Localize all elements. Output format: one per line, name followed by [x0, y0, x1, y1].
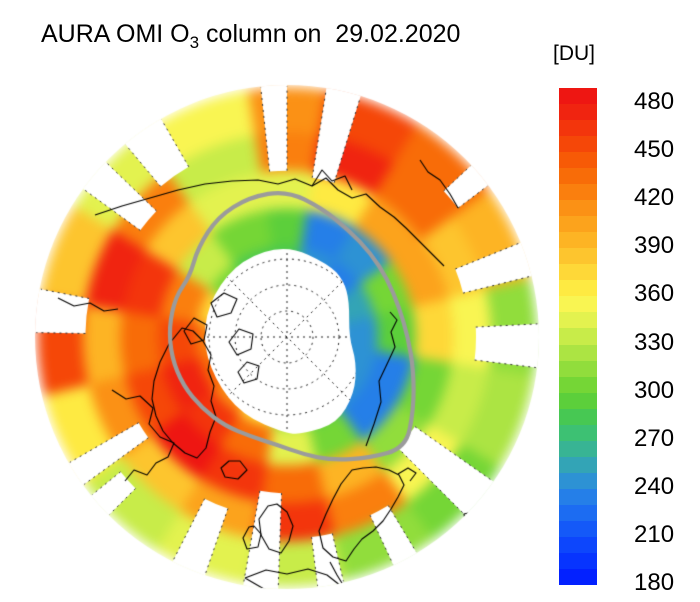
colorbar-segment	[559, 232, 597, 249]
colorbar	[559, 88, 597, 585]
title-instrument: AURA OMI O	[41, 20, 190, 48]
colorbar-segment	[559, 200, 597, 217]
colorbar-segment	[559, 552, 597, 569]
title-subscript: 3	[189, 33, 200, 52]
colorbar-unit-label: [DU]	[553, 42, 595, 65]
colorbar-segment	[559, 344, 597, 361]
title-date: column on 29.02.2020	[199, 20, 461, 48]
colorbar-segment	[559, 392, 597, 409]
colorbar-segment	[559, 488, 597, 505]
colorbar-segment	[559, 120, 597, 137]
colorbar-segment	[559, 168, 597, 185]
colorbar-segment	[559, 440, 597, 457]
colorbar-segment	[559, 88, 597, 105]
colorbar-segment	[559, 152, 597, 169]
colorbar-segment	[559, 376, 597, 393]
colorbar-segment	[559, 536, 597, 553]
colorbar-segment	[559, 408, 597, 425]
colorbar-segment	[559, 504, 597, 521]
colorbar-segment	[559, 264, 597, 281]
colorbar-segment	[559, 312, 597, 329]
colorbar-segment	[559, 184, 597, 201]
colorbar-segment	[559, 248, 597, 265]
colorbar-segment	[559, 104, 597, 121]
colorbar-segment	[559, 456, 597, 473]
colorbar-segment	[559, 136, 597, 153]
colorbar-segment	[559, 280, 597, 297]
colorbar-segment	[559, 472, 597, 489]
colorbar-segment	[559, 296, 597, 313]
colorbar-segment	[559, 568, 597, 585]
colorbar-segment	[559, 424, 597, 441]
colorbar-segment	[559, 520, 597, 537]
colorbar-segment	[559, 328, 597, 345]
colorbar-segment	[559, 360, 597, 377]
figure-title: AURA OMI O3 column on 29.02.2020	[41, 20, 460, 53]
colorbar-segment	[559, 216, 597, 233]
